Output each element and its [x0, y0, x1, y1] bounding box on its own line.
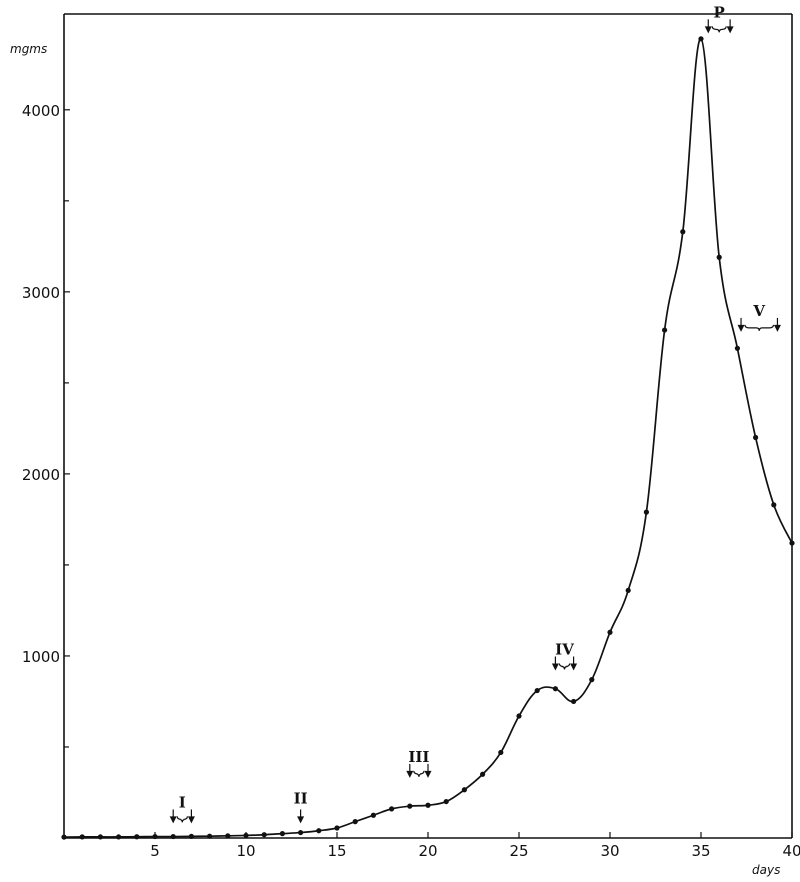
annotation-brace [558, 663, 571, 670]
annotation: I [176, 793, 188, 823]
ticks: 5 10 15 20 25 30 35 40 1000 2000 3000 4000 [22, 102, 800, 860]
data-point [316, 828, 322, 834]
data-point [461, 787, 467, 793]
annotation-label: III [408, 748, 429, 766]
data-point [370, 812, 376, 818]
x-tick-label: 30 [600, 842, 619, 860]
data-point [625, 587, 631, 594]
series-line [63, 37, 793, 838]
annotation: P [711, 3, 727, 33]
data-point [79, 834, 85, 840]
series-layer [63, 37, 793, 838]
data-point [97, 834, 103, 840]
annotation-arrowhead [570, 663, 578, 671]
data-point [771, 502, 777, 508]
y-tick-label: 3000 [22, 284, 60, 302]
data-point [552, 686, 559, 692]
x-tick-label: 15 [327, 842, 346, 860]
annotation-label: IV [555, 641, 574, 659]
data-point [225, 833, 231, 839]
data-point [443, 798, 449, 805]
annotation-label: II [294, 789, 308, 807]
points-layer [61, 36, 795, 840]
data-point [516, 713, 522, 719]
x-tick-label: 20 [418, 842, 437, 860]
data-point [662, 327, 668, 333]
annotation-arrowhead [773, 324, 781, 332]
data-point [734, 345, 741, 351]
x-axis-label: days [752, 863, 780, 877]
x-tick-label: 5 [150, 842, 160, 860]
y-tick-label: 1000 [22, 648, 60, 666]
data-point [698, 36, 704, 42]
y-axis-label: mgms [10, 42, 47, 56]
data-point [188, 833, 194, 839]
data-point [498, 749, 504, 756]
data-point [607, 629, 613, 635]
data-point [61, 834, 67, 840]
annotation-label: P [714, 3, 725, 21]
annotation-brace [744, 324, 775, 331]
data-point [170, 833, 176, 840]
annotation-label: V [752, 302, 765, 320]
annotation-arrowhead [726, 26, 734, 34]
annotation-label: I [179, 793, 186, 811]
x-tick-label: 35 [691, 842, 710, 860]
data-point [425, 802, 431, 808]
data-point [534, 687, 540, 694]
y-tick-label: 4000 [22, 102, 60, 120]
data-point [753, 434, 759, 441]
data-point [716, 254, 722, 260]
annotation-brace [413, 770, 425, 777]
annotation-brace [711, 26, 727, 33]
axes [63, 13, 793, 839]
data-point [589, 677, 595, 683]
data-point [152, 833, 158, 840]
data-point [389, 806, 395, 812]
data-point [352, 819, 358, 825]
data-point [571, 698, 577, 705]
annotation-arrowhead [297, 816, 305, 824]
annotation-arrowhead [406, 770, 414, 778]
data-point [261, 832, 267, 838]
data-point [243, 832, 249, 839]
data-point [643, 509, 650, 515]
x-tick-label: 25 [509, 842, 528, 860]
data-point [334, 825, 340, 831]
annotation-brace [176, 816, 188, 823]
data-point [680, 229, 686, 235]
annotation-arrowhead [169, 816, 177, 824]
annotation-arrowhead [424, 770, 432, 778]
data-point [298, 829, 304, 836]
x-tick-label: 10 [236, 842, 255, 860]
y-tick-label: 2000 [22, 466, 60, 484]
data-point [480, 771, 486, 777]
annotation: II [294, 789, 308, 807]
annotation: V [744, 302, 775, 331]
annotation-arrowhead [737, 324, 745, 332]
annotation-arrowhead [704, 26, 712, 34]
annotation-arrowhead [551, 663, 559, 671]
data-point [407, 803, 413, 809]
data-point [789, 540, 795, 546]
data-point [207, 833, 213, 839]
annotation-arrowhead [187, 816, 195, 824]
data-point [134, 834, 140, 840]
annotation: IV [555, 641, 574, 670]
x-tick-label: 40 [782, 842, 800, 860]
data-point [116, 834, 122, 840]
data-point [279, 831, 285, 837]
